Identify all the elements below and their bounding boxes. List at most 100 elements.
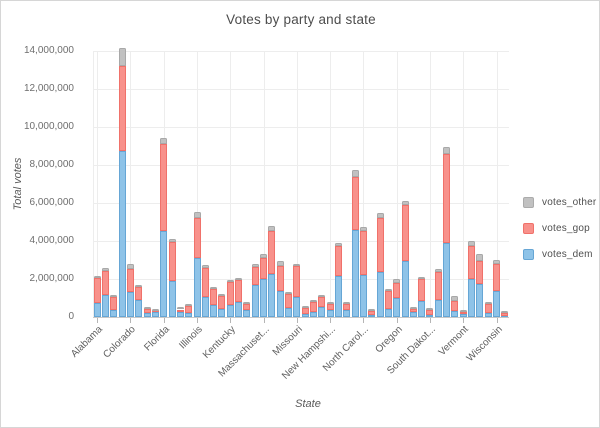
bar-segment-votes_other[interactable] <box>426 308 434 311</box>
bar-segment-votes_gop[interactable] <box>451 301 459 312</box>
bar-kentucky[interactable] <box>226 280 234 317</box>
bar-connecticut[interactable] <box>135 285 143 317</box>
bar-segment-votes_dem[interactable] <box>384 309 392 317</box>
bar-segment-votes_other[interactable] <box>235 277 243 280</box>
bar-maine[interactable] <box>243 301 251 317</box>
bar-segment-votes_dem[interactable] <box>201 297 209 317</box>
bar-segment-votes_gop[interactable] <box>443 154 451 244</box>
bar-nebraska[interactable] <box>309 300 317 317</box>
bar-segment-votes_gop[interactable] <box>468 245 476 280</box>
bar-segment-votes_other[interactable] <box>484 302 492 305</box>
bar-segment-votes_gop[interactable] <box>501 312 509 316</box>
bar-segment-votes_gop[interactable] <box>351 176 359 231</box>
bar-segment-votes_dem[interactable] <box>243 310 251 317</box>
bar-segment-votes_other[interactable] <box>226 280 234 283</box>
bar-segment-votes_gop[interactable] <box>493 264 501 291</box>
bar-oregon[interactable] <box>393 279 401 317</box>
bar-segment-votes_gop[interactable] <box>384 290 392 310</box>
bar-segment-votes_gop[interactable] <box>318 297 326 307</box>
bar-segment-votes_dem[interactable] <box>326 310 334 317</box>
bar-segment-votes_dem[interactable] <box>393 297 401 317</box>
bar-segment-votes_gop[interactable] <box>276 265 284 292</box>
bar-segment-votes_other[interactable] <box>285 292 293 295</box>
bar-segment-votes_other[interactable] <box>401 200 409 205</box>
bar-virginia[interactable] <box>468 241 476 317</box>
bar-segment-votes_other[interactable] <box>343 301 351 304</box>
bar-arkansas[interactable] <box>110 294 118 317</box>
bar-segment-votes_dem[interactable] <box>101 294 109 317</box>
bar-segment-votes_dem[interactable] <box>468 279 476 317</box>
bar-segment-votes_dem[interactable] <box>493 290 501 317</box>
bar-idaho[interactable] <box>185 303 193 317</box>
bar-segment-votes_dem[interactable] <box>110 309 118 317</box>
bar-segment-votes_gop[interactable] <box>459 311 467 314</box>
bar-nevada[interactable] <box>318 295 326 317</box>
bar-segment-votes_other[interactable] <box>143 307 151 310</box>
bar-segment-votes_other[interactable] <box>193 211 201 218</box>
bar-segment-votes_gop[interactable] <box>309 302 317 312</box>
bar-west-virginia[interactable] <box>484 302 492 317</box>
bar-iowa[interactable] <box>210 287 218 317</box>
bar-wisconsin[interactable] <box>493 260 501 317</box>
bar-segment-votes_dem[interactable] <box>251 285 259 317</box>
bar-north-dakota[interactable] <box>368 309 376 317</box>
bar-segment-votes_gop[interactable] <box>243 303 251 311</box>
bar-new-hampshire[interactable] <box>326 301 334 317</box>
bar-segment-votes_other[interactable] <box>451 295 459 302</box>
bar-segment-votes_other[interactable] <box>135 285 143 288</box>
bar-oklahoma[interactable] <box>384 288 392 317</box>
bar-segment-votes_other[interactable] <box>318 295 326 298</box>
bar-segment-votes_other[interactable] <box>168 238 176 242</box>
bar-kansas[interactable] <box>218 294 226 317</box>
bar-segment-votes_gop[interactable] <box>343 303 351 310</box>
bar-segment-votes_gop[interactable] <box>260 258 268 280</box>
bar-segment-votes_dem[interactable] <box>409 312 417 317</box>
bar-segment-votes_other[interactable] <box>293 263 301 267</box>
bar-segment-votes_other[interactable] <box>160 138 168 144</box>
legend-item-votes_gop[interactable]: votes_gop <box>523 223 596 234</box>
bar-segment-votes_dem[interactable] <box>293 296 301 317</box>
bar-new-jersey[interactable] <box>334 243 342 317</box>
bar-segment-votes_other[interactable] <box>93 276 101 279</box>
bar-segment-votes_other[interactable] <box>493 260 501 265</box>
bar-segment-votes_gop[interactable] <box>201 267 209 298</box>
bar-segment-votes_dem[interactable] <box>118 150 126 317</box>
bar-new-mexico[interactable] <box>343 301 351 317</box>
bar-segment-votes_gop[interactable] <box>143 309 151 313</box>
bar-segment-votes_gop[interactable] <box>168 241 176 282</box>
bar-segment-votes_gop[interactable] <box>285 294 293 308</box>
bar-washington[interactable] <box>476 254 484 317</box>
bar-california[interactable] <box>118 47 126 317</box>
bar-segment-votes_dem[interactable] <box>309 311 317 317</box>
bar-segment-votes_gop[interactable] <box>135 287 143 300</box>
bar-segment-votes_dem[interactable] <box>151 311 159 317</box>
bar-segment-votes_gop[interactable] <box>93 278 101 304</box>
bar-segment-votes_gop[interactable] <box>176 309 184 312</box>
bar-segment-votes_dem[interactable] <box>318 306 326 317</box>
bar-hawaii[interactable] <box>176 307 184 317</box>
bar-segment-votes_dem[interactable] <box>301 313 309 317</box>
bar-segment-votes_gop[interactable] <box>418 278 426 301</box>
bar-segment-votes_gop[interactable] <box>409 308 417 313</box>
bar-segment-votes_gop[interactable] <box>301 308 309 314</box>
bar-rhode-island[interactable] <box>409 306 417 317</box>
bar-segment-votes_dem[interactable] <box>476 283 484 317</box>
bar-segment-votes_other[interactable] <box>243 301 251 304</box>
bar-segment-votes_gop[interactable] <box>293 266 301 297</box>
bar-maryland[interactable] <box>251 264 259 317</box>
bar-segment-votes_gop[interactable] <box>101 271 109 295</box>
bar-arizona[interactable] <box>101 268 109 317</box>
bar-segment-votes_dem[interactable] <box>93 303 101 317</box>
bar-segment-votes_other[interactable] <box>334 243 342 246</box>
bar-texas[interactable] <box>443 146 451 317</box>
bar-segment-votes_other[interactable] <box>201 265 209 268</box>
bar-segment-votes_dem[interactable] <box>376 271 384 317</box>
bar-segment-votes_gop[interactable] <box>126 268 134 292</box>
bar-louisiana[interactable] <box>235 277 243 317</box>
bar-florida[interactable] <box>160 138 168 317</box>
bar-colorado[interactable] <box>126 264 134 317</box>
bar-tennessee[interactable] <box>434 269 442 317</box>
bar-delaware[interactable] <box>143 307 151 317</box>
bar-segment-votes_dem[interactable] <box>135 299 143 317</box>
bar-segment-votes_dem[interactable] <box>176 311 184 317</box>
